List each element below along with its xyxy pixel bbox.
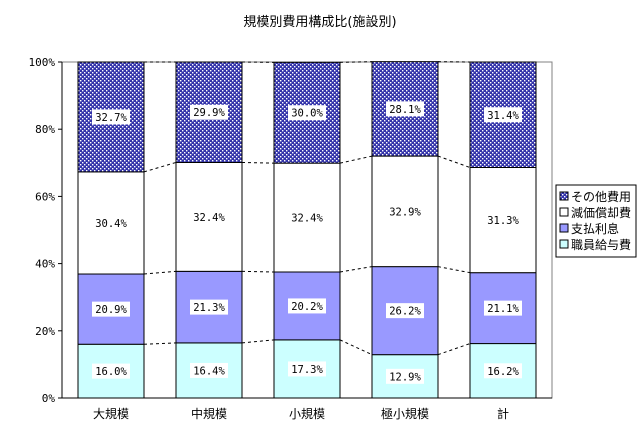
legend-label: その他費用: [571, 189, 631, 204]
data-label: 30.4%: [95, 218, 127, 230]
x-tick-label: 中規模: [191, 406, 227, 421]
y-ticks: 0% 20% 40% 60% 80% 100%: [29, 56, 62, 405]
data-label-bg: [92, 215, 130, 231]
data-label: 21.1%: [487, 303, 519, 315]
chart-title: 規模別費用構成比(施設別): [243, 14, 396, 30]
y-tick-label: 40%: [35, 258, 55, 271]
data-label: 29.9%: [193, 107, 225, 119]
data-label: 16.0%: [95, 366, 127, 378]
data-label: 12.9%: [389, 371, 421, 383]
series-line: [241, 270, 275, 273]
x-tick-label: 大規模: [93, 406, 129, 421]
legend-swatch: [559, 223, 569, 233]
series-line: [143, 342, 177, 345]
y-tick-label: 0%: [42, 392, 56, 405]
legend-swatch: [559, 191, 569, 201]
data-label-bg: [386, 203, 424, 219]
x-labels: 大規模 中規模 小規模 極小規模 計: [93, 406, 509, 421]
data-label: 30.0%: [291, 108, 323, 120]
series-connectors: [143, 61, 471, 356]
x-tick-label: 極小規模: [381, 406, 429, 421]
y-tick-label: 100%: [29, 56, 56, 69]
data-label-bg: [484, 363, 522, 379]
data-label: 31.4%: [487, 110, 519, 122]
data-label-bg: [288, 298, 326, 314]
data-label: 16.2%: [487, 366, 519, 378]
y-tick-label: 80%: [35, 123, 55, 136]
data-label-bg: [386, 303, 424, 319]
data-label-bg: [484, 300, 522, 316]
series-line: [339, 61, 373, 63]
legend-swatch: [559, 207, 569, 217]
data-label-bg: [190, 104, 228, 120]
y-tick-label: 60%: [35, 190, 55, 203]
bars: 16.0% 20.9% 30.4% 32.7% 16.4% 21.3% 32.4% 29.9%…: [77, 61, 537, 399]
data-label: 16.4%: [193, 365, 225, 377]
data-label: 20.9%: [95, 304, 127, 316]
data-label-bg: [190, 299, 228, 315]
data-label-bg: [288, 105, 326, 121]
data-label: 32.9%: [389, 206, 421, 218]
data-label: 20.2%: [291, 301, 323, 313]
series-line: [241, 161, 275, 164]
data-label: 26.2%: [389, 306, 421, 318]
x-tick-label: 小規模: [289, 406, 325, 421]
x-tick-label: 計: [497, 406, 509, 421]
data-label: 21.3%: [193, 302, 225, 314]
data-label-bg: [484, 212, 522, 228]
data-label-bg: [92, 109, 130, 125]
series-line: [241, 339, 275, 344]
data-label: 31.3%: [487, 215, 519, 227]
data-label: 28.1%: [389, 104, 421, 116]
data-label-bg: [190, 209, 228, 225]
data-label-bg: [92, 363, 130, 379]
data-label: 32.4%: [291, 213, 323, 225]
legend-swatch: [559, 239, 569, 249]
data-label-bg: [92, 301, 130, 317]
legend-label: 支払利息: [571, 221, 619, 236]
data-label-bg: [190, 362, 228, 378]
data-label-bg: [288, 210, 326, 226]
data-label-bg: [484, 107, 522, 123]
legend-box: [555, 184, 637, 258]
data-label: 32.4%: [193, 212, 225, 224]
data-label: 32.7%: [95, 112, 127, 124]
data-label-bg: [386, 368, 424, 384]
legend-label: 減価償却費: [571, 205, 631, 220]
data-label-bg: [386, 101, 424, 117]
data-label: 17.3%: [291, 364, 323, 376]
legend-label: 職員給与費: [571, 237, 631, 252]
series-line: [143, 270, 177, 275]
y-tick-label: 20%: [35, 325, 55, 338]
data-label-bg: [288, 361, 326, 377]
